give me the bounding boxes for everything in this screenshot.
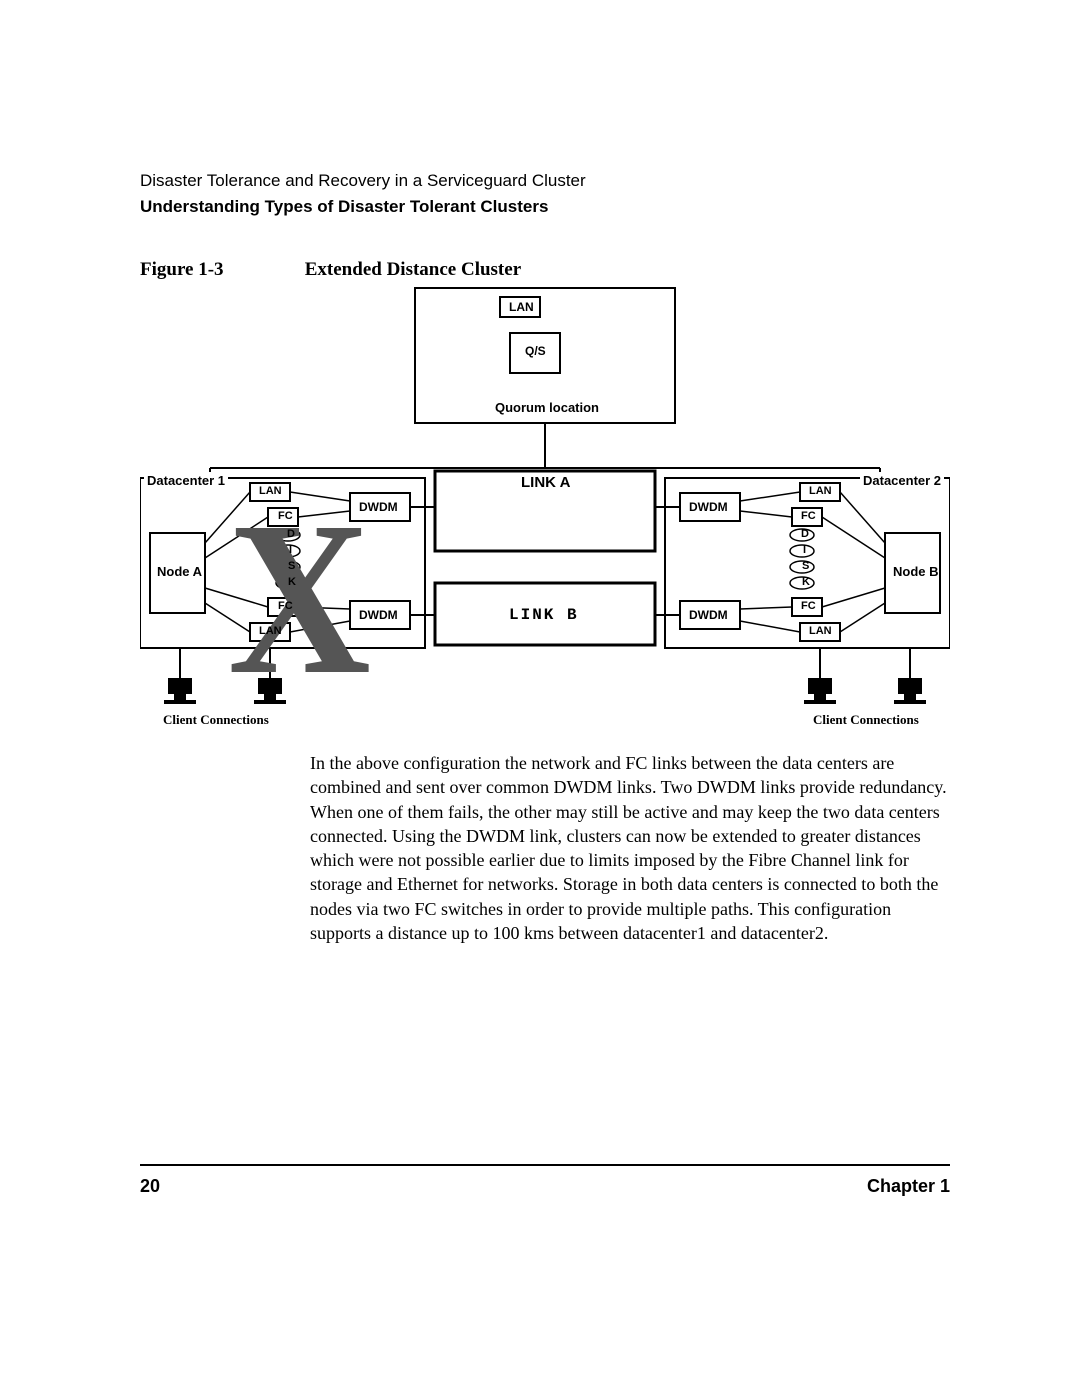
label-dwdm-bl: DWDM xyxy=(356,607,401,623)
label-disk-d-l: D xyxy=(284,527,298,541)
label-disk-d-r: D xyxy=(798,527,812,541)
label-node-a: Node A xyxy=(154,563,205,580)
label-client-right: Client Connections xyxy=(810,711,922,729)
label-quorum: Quorum location xyxy=(492,399,602,416)
label-dwdm-tr: DWDM xyxy=(686,499,731,515)
label-fc-l1: FC xyxy=(275,509,296,523)
chapter-label: Chapter 1 xyxy=(867,1176,950,1197)
label-lan-l2: LAN xyxy=(256,624,285,638)
label-dwdm-br: DWDM xyxy=(686,607,731,623)
label-fc-r1: FC xyxy=(798,509,819,523)
header-line-2: Understanding Types of Disaster Tolerant… xyxy=(140,194,950,220)
label-lan-l1: LAN xyxy=(256,484,285,498)
header-line-1: Disaster Tolerance and Recovery in a Ser… xyxy=(140,168,950,194)
label-lan-r1: LAN xyxy=(806,484,835,498)
label-disk-s-r: S xyxy=(799,559,812,573)
figure-number: Figure 1-3 xyxy=(140,259,300,281)
figure-title: Extended Distance Cluster xyxy=(305,259,521,280)
label-disk-k-l: K xyxy=(285,575,299,589)
label-dwdm-tl: DWDM xyxy=(356,499,401,515)
label-disk-s-l: S xyxy=(285,559,298,573)
label-lan-top: LAN xyxy=(506,299,537,315)
label-datacenter-1: Datacenter 1 xyxy=(144,472,228,489)
page-number: 20 xyxy=(140,1176,160,1197)
label-node-b: Node B xyxy=(890,563,942,580)
figure-caption: Figure 1-3 Extended Distance Cluster xyxy=(140,259,950,281)
label-disk-k-r: K xyxy=(799,575,813,589)
label-fc-r2: FC xyxy=(798,599,819,613)
label-datacenter-2: Datacenter 2 xyxy=(860,472,944,489)
label-lan-r2: LAN xyxy=(806,624,835,638)
page-footer: 20 Chapter 1 xyxy=(140,1164,950,1197)
label-disk-i-l: I xyxy=(286,543,295,557)
label-qs: Q/S xyxy=(522,343,549,359)
label-disk-i-r: I xyxy=(800,543,809,557)
label-fc-l2: FC xyxy=(275,599,296,613)
body-paragraph: In the above configuration the network a… xyxy=(310,751,950,945)
diagram: X LAN Q/S Quorum location Datacenter 1 D… xyxy=(140,283,950,733)
label-link-b: LINK B xyxy=(506,605,582,625)
label-link-a: LINK A xyxy=(518,473,573,492)
page: Disaster Tolerance and Recovery in a Ser… xyxy=(0,0,1080,1397)
label-client-left: Client Connections xyxy=(160,711,272,729)
running-header: Disaster Tolerance and Recovery in a Ser… xyxy=(140,168,950,219)
